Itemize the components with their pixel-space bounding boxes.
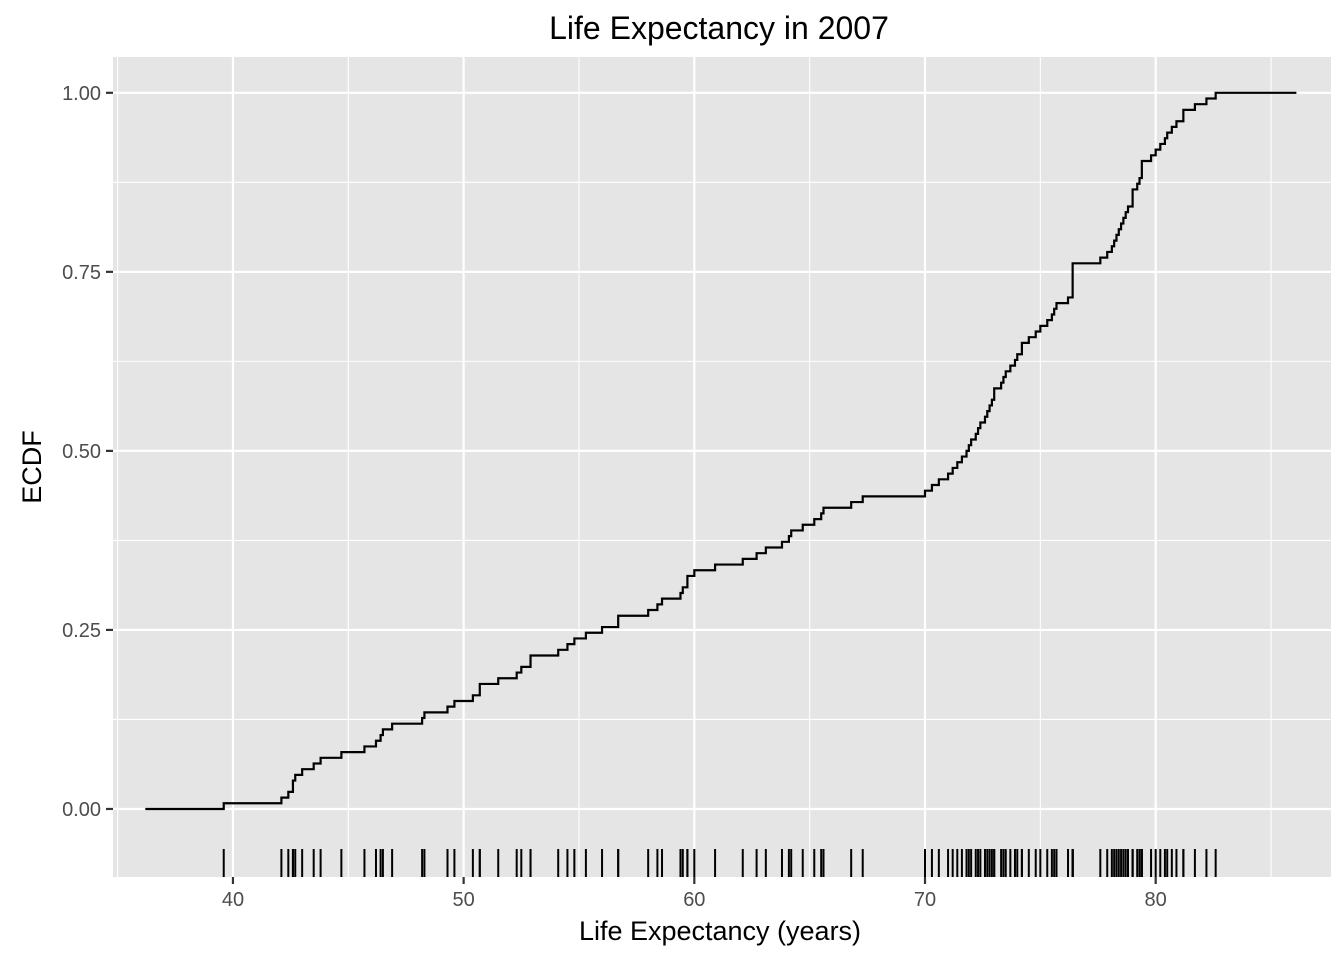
grid-lines — [113, 57, 1331, 877]
plot-panel — [113, 57, 1331, 877]
x-tick-label: 80 — [1145, 889, 1167, 911]
x-tick-label: 40 — [222, 889, 244, 911]
y-axis: 0.00 0.25 0.50 0.75 1.00 — [62, 83, 113, 821]
y-tick-label: 0.50 — [62, 441, 101, 463]
x-tick-label: 50 — [453, 889, 475, 911]
chart-title: Life Expectancy in 2007 — [549, 10, 889, 46]
rug-marks — [222, 849, 1217, 877]
y-tick-label: 1.00 — [62, 83, 101, 105]
y-axis-title: ECDF — [17, 430, 47, 504]
y-tick-label: 0.75 — [62, 262, 101, 284]
y-tick-label: 0.00 — [62, 799, 101, 821]
ecdf-step-line — [145, 91, 1297, 811]
x-axis-title: Life Expectancy (years) — [579, 916, 861, 946]
x-tick-label: 70 — [914, 889, 936, 911]
x-axis: 40 50 60 70 80 — [222, 877, 1167, 911]
y-tick-label: 0.25 — [62, 620, 101, 642]
x-tick-label: 60 — [683, 889, 705, 911]
